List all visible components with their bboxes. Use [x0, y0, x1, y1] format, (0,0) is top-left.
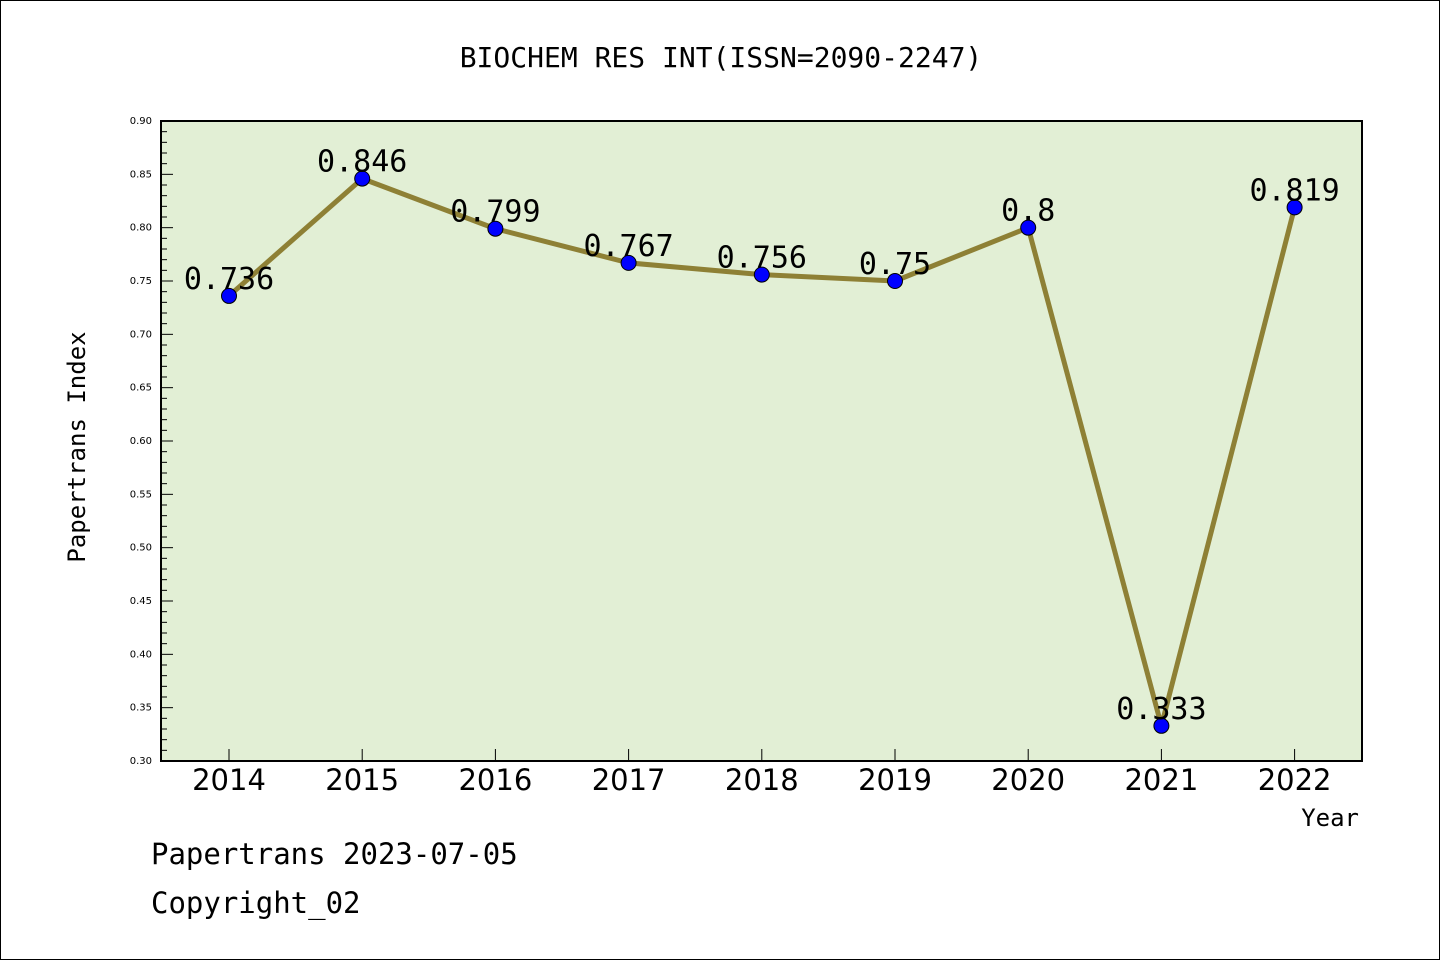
- y-tick-label: 0.70: [130, 329, 152, 340]
- data-point: [1020, 219, 1037, 236]
- data-label: 0.767: [583, 229, 673, 264]
- data-label: 0.846: [317, 145, 407, 180]
- x-axis: 2014 2015 2016 2017 2018 2019 2020 2021 2022: [192, 749, 1332, 797]
- y-tick-label: 0.35: [130, 703, 152, 714]
- x-tick-label: 2016: [458, 763, 532, 797]
- data-label: 0.819: [1249, 173, 1339, 208]
- y-tick-label: 0.40: [130, 649, 152, 660]
- footer-date: Papertrans 2023-07-05: [151, 837, 518, 871]
- x-tick-label: 2017: [592, 763, 666, 797]
- data-label: 0.333: [1116, 692, 1206, 727]
- y-tick-label: 0.45: [130, 596, 152, 607]
- data-label: 0.736: [184, 262, 274, 297]
- footer-copyright: Copyright_02: [151, 886, 361, 920]
- y-tick-label: 0.80: [130, 223, 152, 234]
- data-point: [354, 170, 371, 187]
- chart-title: BIOCHEM RES INT(ISSN=2090-2247): [460, 41, 983, 74]
- data-point: [1153, 717, 1170, 734]
- data-label: 0.8: [1001, 194, 1055, 229]
- data-point: [1286, 199, 1303, 216]
- data-point: [887, 273, 903, 289]
- y-tick-label: 0.30: [130, 756, 152, 767]
- y-tick-label: 0.90: [130, 116, 152, 127]
- x-tick-label: 2020: [991, 763, 1065, 797]
- data-point: [753, 266, 770, 283]
- data-label: 0.75: [859, 247, 931, 282]
- data-point: [620, 254, 637, 271]
- plot-area: [160, 120, 1363, 762]
- x-tick-label: 2019: [858, 763, 932, 797]
- y-axis-label: Papertrans Index: [63, 331, 91, 562]
- x-axis-label: Year: [1301, 804, 1359, 832]
- y-tick-label: 0.75: [130, 276, 152, 287]
- x-tick-label: 2021: [1124, 763, 1198, 797]
- data-label: 0.799: [450, 195, 540, 230]
- y-axis: 0.30 0.35 0.40 0.45 0.50 0.55 0.60 0.65 0.70 0.75…: [130, 116, 173, 767]
- x-tick-label: 2015: [325, 763, 399, 797]
- x-tick-label: 2018: [725, 763, 799, 797]
- y-tick-label: 0.85: [130, 169, 152, 180]
- y-tick-label: 0.65: [130, 383, 152, 394]
- data-point: [487, 220, 504, 237]
- y-tick-label: 0.55: [130, 489, 152, 500]
- data-label: 0.756: [717, 241, 807, 276]
- series-papertrans-index: [221, 170, 1303, 734]
- x-tick-label: 2014: [192, 763, 266, 797]
- x-tick-label: 2022: [1258, 763, 1332, 797]
- y-tick-label: 0.50: [130, 543, 152, 554]
- data-point: [221, 287, 237, 304]
- y-tick-label: 0.60: [130, 436, 152, 447]
- data-labels: 0.736 0.846 0.799 0.767 0.756 0.75 0.8 0.333 0.8…: [184, 145, 1340, 727]
